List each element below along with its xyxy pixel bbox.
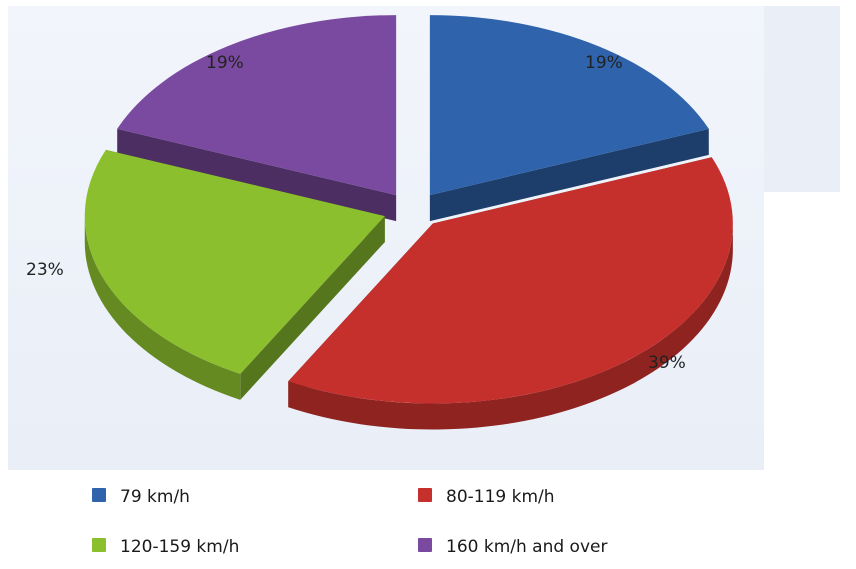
pie-slice-79-km-h [429, 15, 709, 222]
data-label-79-kmh: 19% [585, 53, 623, 73]
legend-item-79-kmh: 79 km/h [92, 487, 190, 507]
pie-slice-side-160-km-h-and-over-start [117, 128, 397, 222]
legend: 79 km/h 80-119 km/h 120-159 km/h 160 km/… [92, 487, 607, 557]
pie-slice-top-160-km-h-and-over [117, 15, 397, 196]
pie-data-labels: 19% 39% 23% 19% [26, 53, 686, 373]
pie-slice-wall-120-159-km-h [84, 216, 241, 400]
legend-label-79-kmh: 79 km/h [120, 487, 190, 507]
pie-slice-top-79-km-h [429, 15, 709, 196]
pie-slice-top-120-159-km-h [84, 149, 385, 374]
legend-swatch-80-119-kmh [418, 488, 432, 502]
legend-item-160-kmh-and-over: 160 km/h and over [418, 537, 607, 557]
legend-item-120-159-kmh: 120-159 km/h [92, 537, 239, 557]
data-label-160-kmh-and-over: 19% [206, 53, 244, 73]
plot-area-side-panel [764, 6, 840, 192]
legend-item-80-119-kmh: 80-119 km/h [418, 487, 555, 507]
legend-label-160-kmh-and-over: 160 km/h and over [446, 537, 607, 557]
legend-label-80-119-kmh: 80-119 km/h [446, 487, 555, 507]
pie-slice-side-79-km-h-end [429, 128, 709, 222]
legend-swatch-160-kmh-and-over [418, 538, 432, 552]
pie-slice-120-159-km-h [84, 149, 385, 400]
pie-slice-side-120-159-km-h-start [240, 216, 385, 400]
data-label-80-119-kmh: 39% [648, 353, 686, 373]
legend-swatch-79-kmh [92, 488, 106, 502]
pie-slices [84, 15, 733, 430]
legend-label-120-159-kmh: 120-159 km/h [120, 537, 239, 557]
pie-slice-wall-80-119-km-h [288, 223, 733, 430]
pie-slice-80-119-km-h [288, 157, 733, 430]
pie-slice-top-80-119-km-h [288, 157, 733, 404]
legend-swatch-120-159-kmh [92, 538, 106, 552]
pie-slice-160-km-h-and-over [117, 15, 397, 222]
data-label-120-159-kmh: 23% [26, 260, 64, 280]
